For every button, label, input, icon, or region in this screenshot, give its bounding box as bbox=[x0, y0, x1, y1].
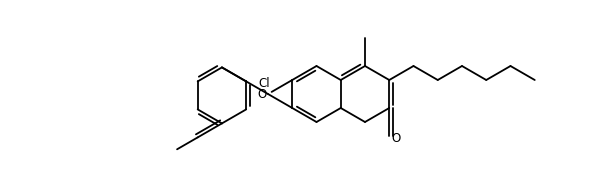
Text: O: O bbox=[391, 131, 401, 145]
Text: Cl: Cl bbox=[258, 77, 269, 90]
Text: O: O bbox=[257, 89, 267, 102]
